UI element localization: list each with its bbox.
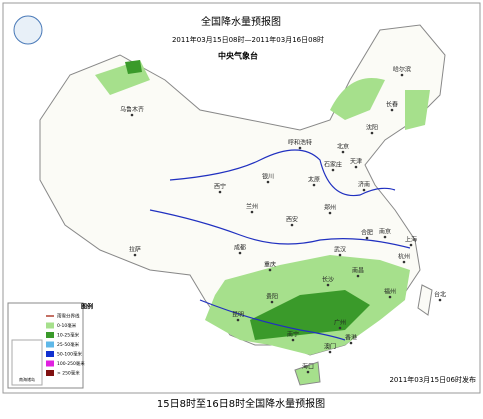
city-dot	[409, 243, 413, 247]
city-label: 南宁	[287, 331, 299, 339]
city-dot	[298, 146, 302, 150]
city-label: 重庆	[264, 261, 276, 269]
inset-box	[11, 339, 43, 386]
legend-label: 25-50毫米	[57, 341, 80, 348]
city-dot	[328, 211, 332, 215]
city-label: 石家庄	[324, 161, 342, 169]
city-label: 成都	[234, 244, 246, 252]
city-label: 海口	[302, 363, 314, 371]
city-dot	[338, 253, 342, 257]
city-label: 拉萨	[129, 246, 141, 254]
legend-label: 10-25毫米	[57, 332, 80, 339]
legend-label: 100-250毫米	[57, 360, 85, 367]
caption: 15日8时至16日8时全国降水量预报图	[157, 397, 325, 410]
legend-swatch	[46, 322, 54, 329]
city-dot	[328, 350, 332, 354]
city-label: 长春	[386, 101, 398, 109]
city-label: 济南	[358, 181, 370, 189]
city-dot	[356, 274, 360, 278]
city-dot	[438, 298, 442, 302]
city-dot	[338, 326, 342, 330]
city-label: 昆明	[232, 312, 244, 319]
city-dot	[306, 370, 310, 374]
legend-swatch	[46, 341, 54, 348]
city-label: 西宁	[214, 183, 226, 191]
city-dot	[266, 180, 270, 184]
city-label: 广州	[334, 319, 346, 327]
city-dot	[270, 300, 274, 304]
legend-label: 雨雪分界线	[57, 313, 80, 320]
city-dot	[290, 223, 294, 227]
taiwan	[417, 284, 433, 316]
city-dot	[354, 165, 358, 169]
city-dot	[250, 210, 254, 214]
city-label: 南京	[379, 228, 391, 236]
city-dot	[362, 188, 366, 192]
logo	[13, 15, 43, 45]
city-label: 南昌	[352, 267, 364, 275]
city-dot	[238, 251, 242, 255]
city-label: 呼和浩特	[288, 139, 312, 147]
city-dot	[349, 341, 353, 345]
city-label: 银川	[262, 173, 274, 181]
city-dot	[370, 131, 374, 135]
hainan	[294, 361, 321, 386]
city-label: 乌鲁木齐	[120, 106, 144, 114]
city-label: 合肥	[361, 229, 373, 237]
city-label: 武汉	[334, 246, 346, 254]
legend-title: 图例	[81, 303, 93, 311]
city-dot	[400, 73, 404, 77]
city-label: 兰州	[246, 203, 258, 211]
city-label: 贵阳	[266, 293, 278, 301]
city-dot	[130, 113, 134, 117]
city-dot	[402, 260, 406, 264]
city-label: 福州	[384, 288, 396, 296]
city-label: 澳门	[324, 343, 336, 351]
city-label: 杭州	[398, 253, 410, 261]
city-label: 长沙	[322, 276, 334, 284]
rivers	[149, 149, 411, 341]
city-dot	[383, 235, 387, 239]
city-label: 天津	[350, 159, 362, 166]
city-dot	[331, 168, 335, 172]
city-label: 沈阳	[366, 124, 378, 132]
issued: 2011年03月15日06时发布	[389, 375, 476, 384]
subtitle: 2011年03月15日08时—2011年03月16日08时	[172, 35, 324, 44]
precip-areas	[95, 60, 430, 355]
legend-label: > 250毫米	[57, 370, 80, 377]
city-dot	[390, 108, 394, 112]
city-dot	[236, 318, 240, 322]
city-dot	[326, 283, 330, 287]
city-label: 上海	[405, 236, 417, 244]
legend-swatch	[46, 370, 54, 376]
city-label: 郑州	[324, 204, 336, 212]
title: 全国降水量预报图	[201, 15, 281, 28]
city-dot	[341, 150, 345, 154]
city-dot	[291, 338, 295, 342]
city-label: 台北	[434, 291, 446, 299]
inset-label: 南海诸岛	[19, 376, 35, 382]
city-dot	[312, 183, 316, 187]
city-dot	[133, 253, 137, 257]
legend-label: 0-10毫米	[57, 322, 77, 329]
city-dot	[218, 190, 222, 194]
city-label: 香港	[345, 334, 357, 342]
legend-label: 50-100毫米	[57, 351, 82, 358]
agency: 中央气象台	[218, 51, 258, 61]
city-label: 哈尔滨	[393, 66, 411, 74]
city-label: 西安	[286, 216, 298, 224]
legend-swatch	[46, 360, 54, 367]
legend-swatch	[46, 332, 54, 338]
legend-swatch	[46, 351, 54, 357]
city-dot	[388, 295, 392, 299]
city-dot	[268, 268, 272, 272]
city-label: 北京	[337, 143, 349, 151]
city-label: 太原	[308, 176, 320, 184]
city-dot	[365, 236, 369, 240]
